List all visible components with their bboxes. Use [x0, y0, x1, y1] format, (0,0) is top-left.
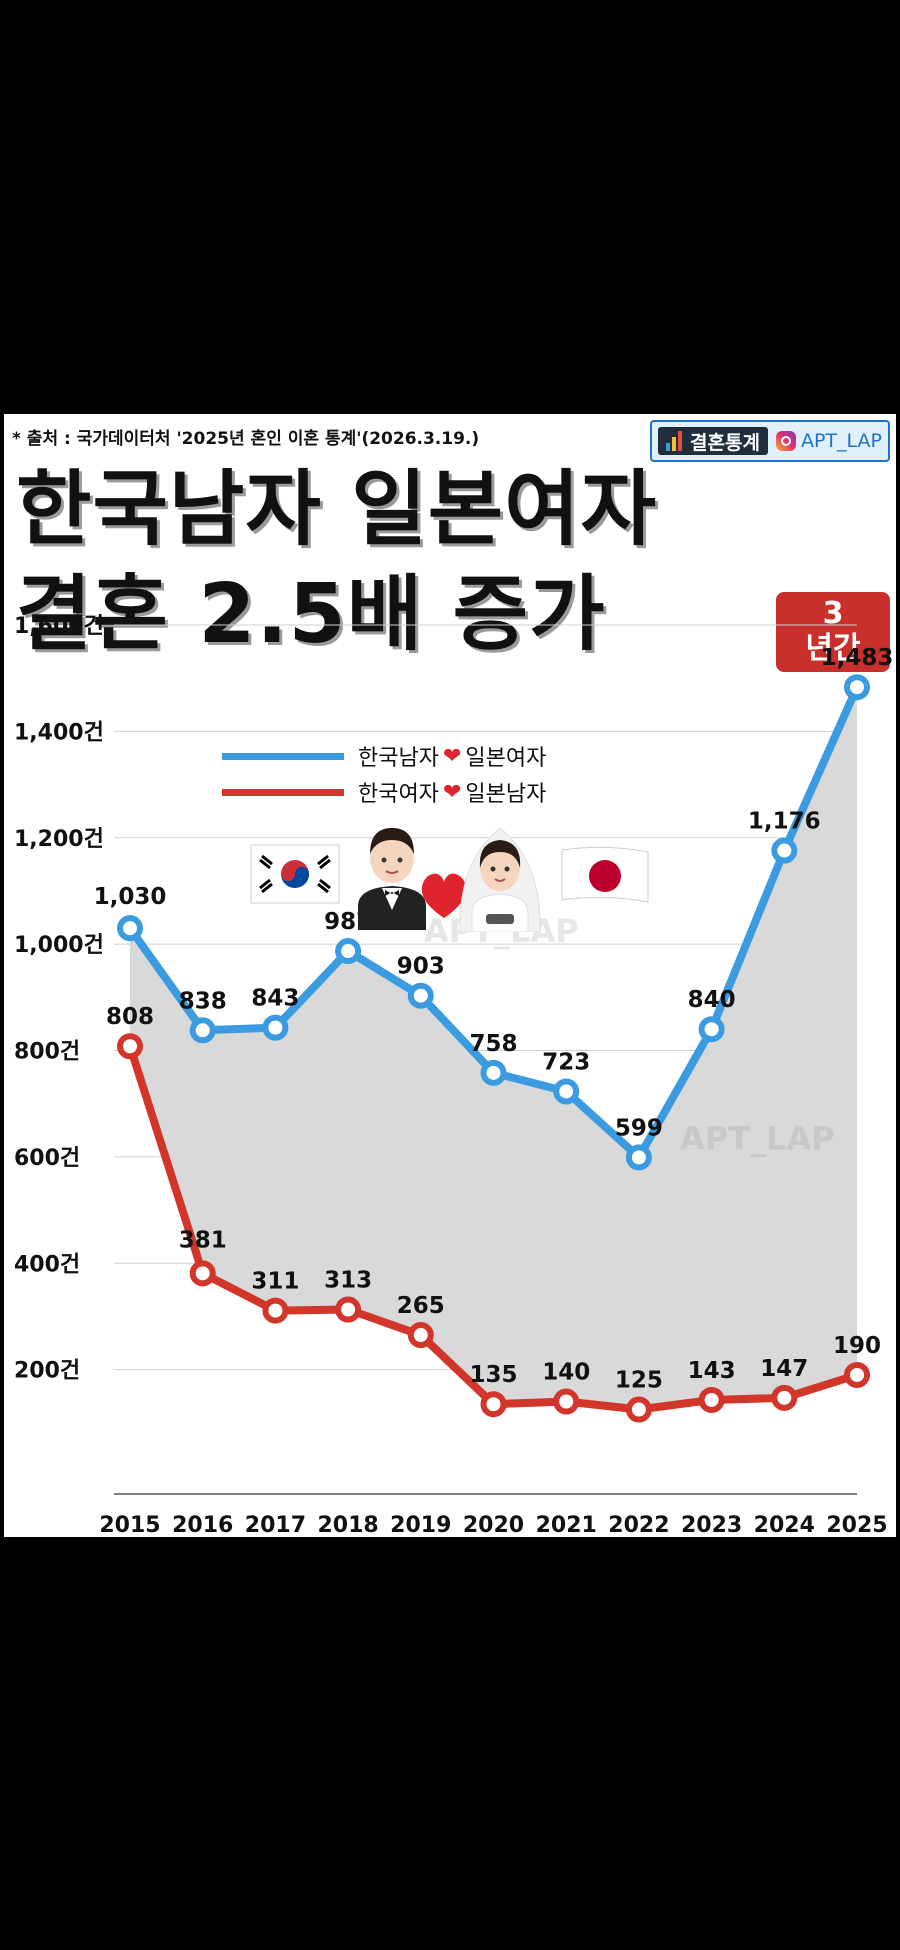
period-badge: 3 년간 [776, 592, 890, 672]
heart-icon: ❤ [442, 779, 462, 805]
data-label: 190 [833, 1333, 881, 1359]
data-point [553, 1388, 580, 1415]
data-point [335, 938, 362, 965]
data-label: 135 [469, 1362, 517, 1388]
x-tick-label: 2022 [608, 1513, 669, 1537]
data-label: 143 [688, 1358, 736, 1384]
legend-swatch-blue [222, 752, 344, 760]
bride-icon [459, 827, 541, 932]
data-point [407, 982, 434, 1009]
infographic-card: * 출처 : 국가데이터처 '2025년 혼인 이혼 통계'(2026.3.19… [4, 414, 896, 1537]
data-point [480, 1059, 507, 1086]
y-tick-label: 1,400건 [14, 720, 104, 745]
heart-icon: ❤ [442, 743, 462, 769]
groom-icon [358, 828, 426, 930]
y-tick-label: 1,000건 [14, 933, 104, 958]
x-tick-label: 2020 [463, 1513, 524, 1537]
data-point [698, 1016, 725, 1043]
data-label: 1,176 [748, 809, 821, 835]
x-tick-label: 2019 [390, 1513, 451, 1537]
korea-flag-icon [250, 844, 340, 904]
title-line-1: 한국남자 일본여자 [16, 462, 658, 557]
title-line-2: 결혼 2.5배 증가 [16, 567, 606, 662]
data-point [189, 1260, 216, 1287]
data-label: 903 [397, 954, 445, 980]
y-tick-label: 400건 [14, 1252, 80, 1277]
watermark: APT_LAP [680, 1120, 835, 1158]
data-label: 125 [615, 1368, 663, 1394]
account-badge: APT_LAP [775, 430, 882, 452]
legend-series-1-a: 한국남자 [358, 746, 439, 771]
data-label: 140 [542, 1360, 590, 1386]
legend-series-2-b: 일본남자 [465, 782, 547, 807]
data-point [189, 1017, 216, 1044]
data-label: 147 [760, 1356, 808, 1382]
legend-swatch-red [222, 788, 344, 796]
legend-item-series-1: 한국남자 ❤ 일본여자 [222, 740, 546, 772]
data-point [698, 1386, 725, 1413]
period-unit: 년간 [805, 631, 861, 666]
x-tick-label: 2018 [317, 1513, 378, 1537]
instagram-icon [775, 431, 796, 451]
source-note: * 출처 : 국가데이터처 '2025년 혼인 이혼 통계'(2026.3.19… [12, 429, 480, 449]
data-label: 843 [251, 986, 299, 1012]
x-tick-label: 2024 [754, 1513, 815, 1537]
data-point [844, 1361, 870, 1388]
x-tick-label: 2025 [826, 1513, 887, 1537]
data-point [553, 1078, 580, 1105]
data-point [262, 1014, 289, 1041]
data-label: 381 [179, 1227, 227, 1253]
line-chart: 200건 400건 600건 800건 1,000건 1,200건 1,400건 1,600건… [14, 614, 894, 1537]
data-label: 311 [251, 1269, 299, 1295]
legend-item-series-2: 한국여자 ❤ 일본남자 [222, 776, 546, 808]
data-point [844, 674, 870, 701]
data-point [625, 1144, 652, 1171]
period-number: 3 [822, 596, 844, 631]
data-point [625, 1396, 652, 1423]
data-label: 723 [542, 1049, 590, 1075]
data-label: 599 [615, 1115, 663, 1141]
data-point [262, 1297, 289, 1324]
data-point [407, 1322, 434, 1349]
y-tick-label: 200건 [14, 1359, 80, 1384]
header-badges: 결혼통계 APT_LAP [650, 420, 890, 462]
data-point [480, 1391, 507, 1418]
data-label: 758 [469, 1031, 517, 1057]
heart-icon [421, 873, 467, 918]
x-tick-label: 2015 [99, 1513, 160, 1537]
area-between-series [130, 687, 857, 1410]
data-point [117, 1033, 143, 1060]
x-tick-label: 2016 [172, 1513, 233, 1537]
y-tick-label: 1,600건 [14, 614, 104, 639]
y-tick-label: 1,200건 [14, 827, 104, 852]
data-point [771, 837, 798, 864]
y-tick-label: 600건 [14, 1146, 80, 1171]
data-label: 808 [106, 1004, 154, 1030]
x-tick-label: 2017 [245, 1513, 306, 1537]
y-tick-label: 800건 [14, 1040, 80, 1065]
data-label: 1,483 [821, 645, 894, 671]
data-point [771, 1384, 798, 1411]
data-label: 1,030 [94, 884, 167, 910]
legend-series-2-a: 한국여자 [358, 782, 439, 807]
data-label: 313 [324, 1268, 372, 1294]
data-point [335, 1296, 362, 1323]
x-tick-label: 2023 [681, 1513, 742, 1537]
account-label: APT_LAP [800, 430, 882, 452]
data-point [117, 915, 143, 942]
legend-series-1-b: 일본여자 [465, 746, 547, 771]
x-tick-label: 2021 [536, 1513, 597, 1537]
bar-chart-icon [666, 431, 683, 451]
data-label: 265 [397, 1293, 445, 1319]
category-label: 결혼통계 [690, 431, 760, 454]
japan-flag-icon [561, 846, 649, 903]
data-label: 838 [179, 988, 227, 1014]
category-badge: 결혼통계 [658, 427, 768, 455]
data-label: 840 [688, 987, 736, 1013]
